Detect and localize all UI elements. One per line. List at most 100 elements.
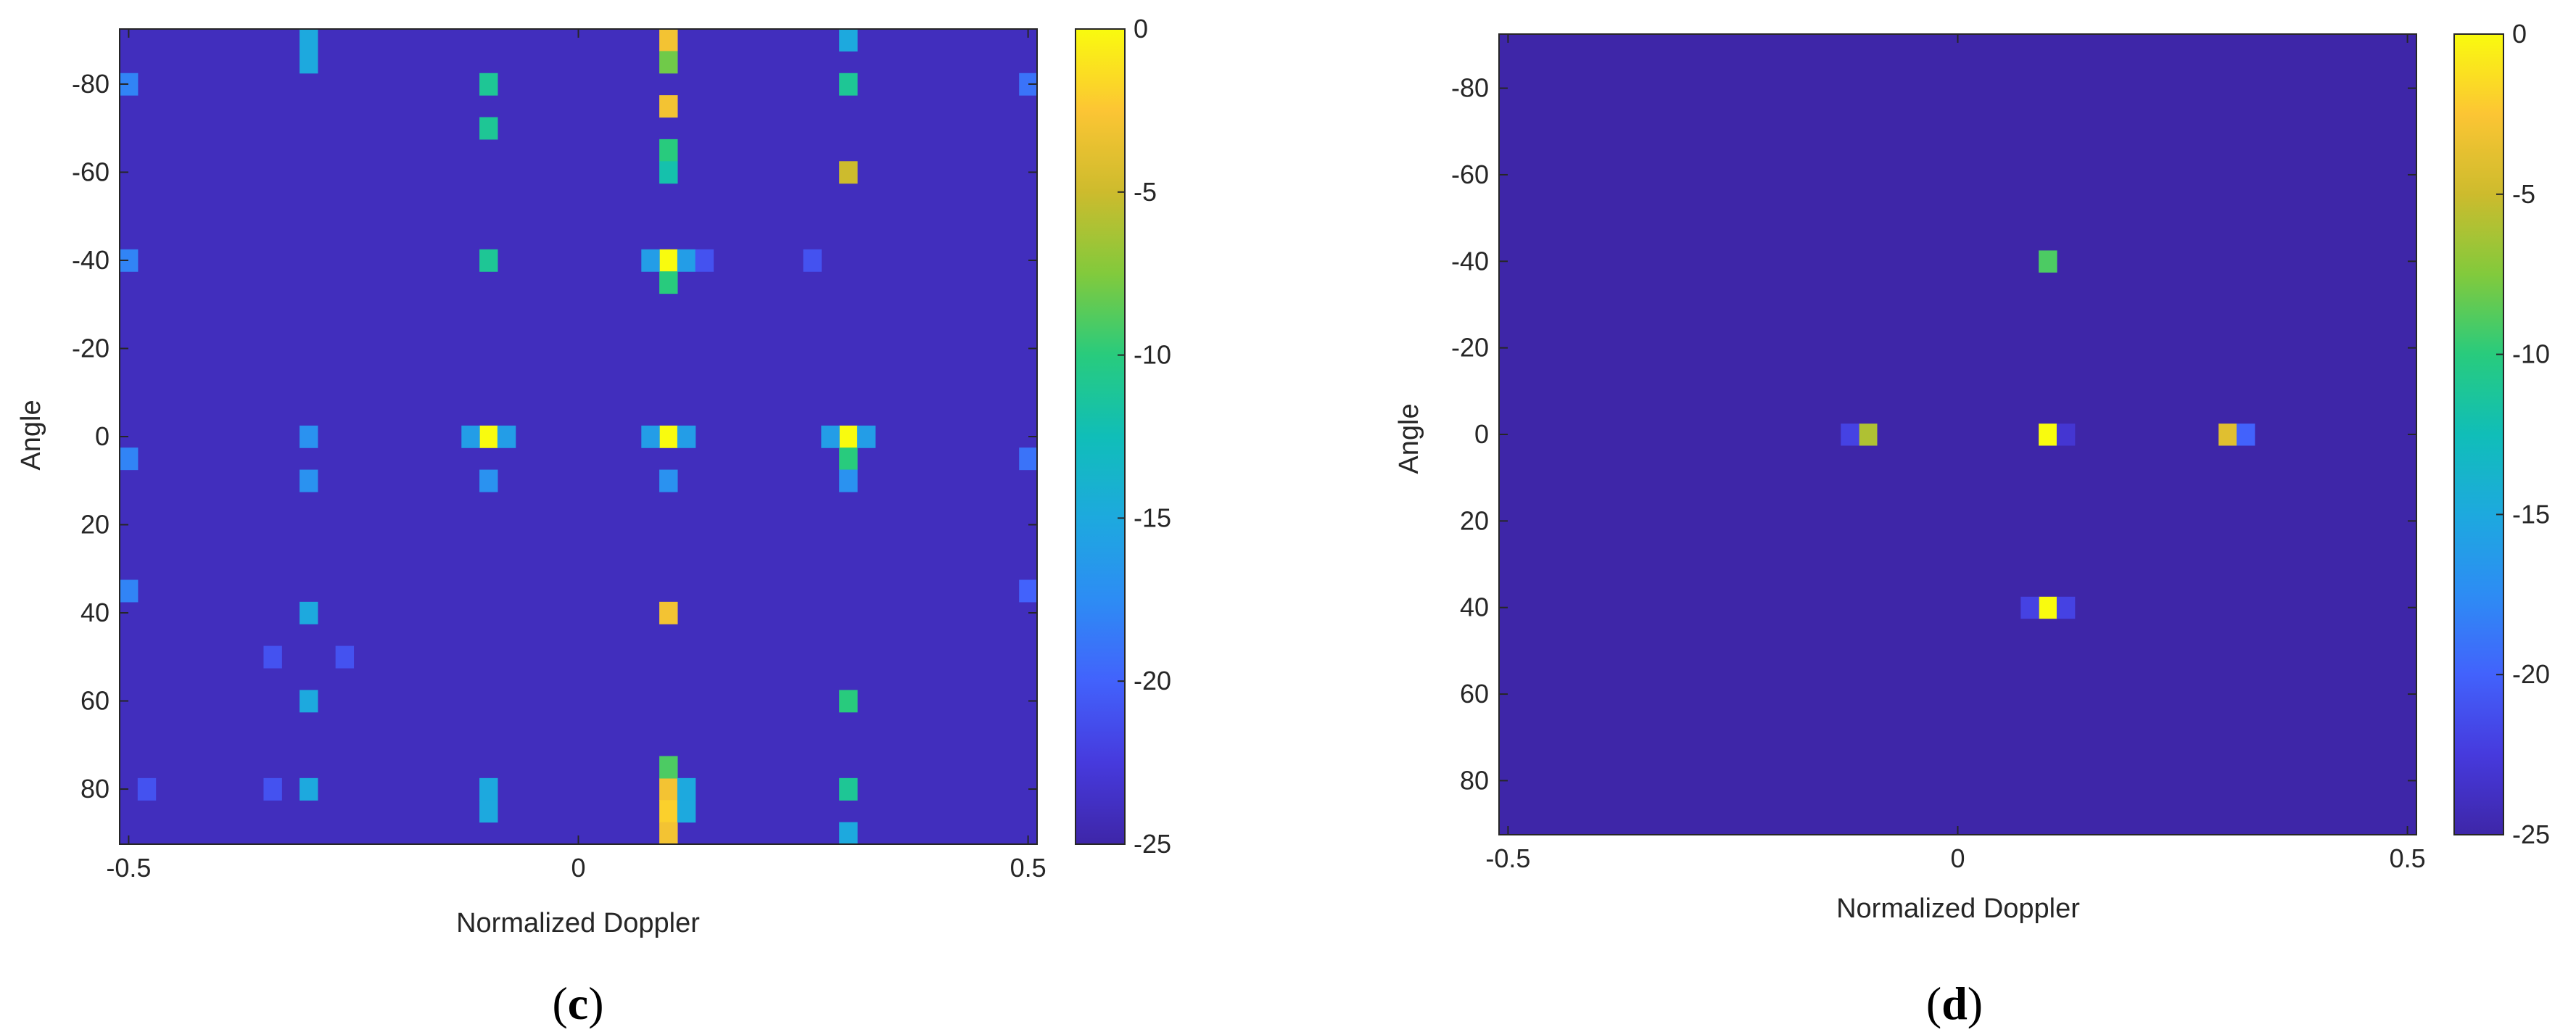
heatmap-cell [300, 51, 318, 74]
heatmap-cell [659, 756, 678, 779]
y-tick-label: 80 [80, 774, 110, 804]
heatmap-cell [677, 777, 696, 801]
colorbar-tick-label: -20 [2512, 659, 2550, 689]
heatmap-cell [300, 777, 318, 801]
colorbar-tick-label: -5 [1134, 177, 1157, 207]
heatmap-cell [479, 117, 498, 140]
heatmap-cell [300, 601, 318, 624]
heatmap-cell [839, 690, 858, 713]
colorbar-tick-label: -5 [2512, 179, 2535, 209]
heatmap-cell [856, 425, 876, 448]
heatmap-cell [659, 249, 678, 272]
heatmap-background [1499, 34, 2416, 835]
y-tick-label: -60 [72, 157, 110, 186]
heatmap-cell [479, 425, 498, 448]
y-tick-label: -40 [1451, 246, 1489, 276]
heatmap-d-cells [1499, 34, 2416, 835]
y-tick-label: -60 [1451, 160, 1489, 189]
heatmap-cell [659, 425, 678, 448]
y-tick-label: 60 [80, 686, 110, 716]
heatmap-panel-d: -0.5 0 0.5 -80 -60 -40 -20 0 20 40 60 80 Normalized… [1394, 19, 2550, 1029]
colorbar-gradient [1075, 28, 1126, 845]
axes-d: -0.5 0 0.5 -80 -60 -40 -20 0 20 40 60 80 [1451, 34, 2426, 873]
heatmap-cell [659, 777, 678, 801]
heatmap-cell [677, 249, 696, 272]
x-tick-label: 0 [571, 853, 585, 883]
y-tick-label: 0 [95, 421, 110, 451]
heatmap-cell [1859, 424, 1878, 446]
y-tick-label: 40 [1460, 593, 1489, 622]
heatmap-cell [803, 249, 822, 272]
heatmap-background [120, 29, 1037, 844]
heatmap-cell [839, 29, 858, 51]
x-tick-label: 0 [1950, 843, 1965, 873]
y-tick-label: 0 [1474, 419, 1489, 449]
y-tick-label: 40 [80, 598, 110, 627]
heatmap-cell [479, 777, 498, 801]
heatmap-cell [2218, 424, 2237, 446]
heatmap-cell [659, 51, 678, 74]
y-tick-label: -80 [72, 69, 110, 99]
heatmap-cell [839, 777, 858, 801]
heatmap-cell [839, 469, 858, 492]
colorbar-d: 0 -5 -10 -15 -20 -25 [2453, 19, 2550, 849]
colorbar-tick-label: -25 [2512, 820, 2550, 849]
heatmap-cell [479, 800, 498, 823]
heatmap-cell [695, 249, 714, 272]
x-tick-label: 0.5 [1010, 853, 1046, 883]
heatmap-cell [659, 822, 678, 845]
heatmap-cell [263, 777, 282, 801]
heatmap-cell [659, 139, 678, 162]
colorbar-tick-label: -15 [1134, 503, 1171, 532]
y-tick-label: 60 [1460, 679, 1489, 709]
heatmap-cell [677, 425, 696, 448]
colorbar-tick-label: -10 [1134, 340, 1171, 370]
heatmap-cell [263, 645, 282, 669]
heatmap-cell [839, 822, 858, 845]
heatmap-cell [300, 469, 318, 492]
x-axis-label-c: Normalized Doppler [456, 908, 700, 938]
heatmap-cell [839, 447, 858, 471]
heatmap-cell [641, 249, 660, 272]
heatmap-cell [659, 29, 678, 51]
heatmap-cell [659, 95, 678, 118]
x-tick-label: -0.5 [1485, 843, 1530, 873]
heatmap-cell [120, 447, 139, 471]
heatmap-cell [659, 271, 678, 294]
y-axis-label-d: Angle [1394, 403, 1424, 474]
colorbar-tick-label: 0 [2512, 19, 2527, 49]
y-tick-label: 20 [80, 510, 110, 540]
colorbar-gradient [2453, 33, 2504, 835]
colorbar-c: 0 -5 -10 -15 -20 -25 [1075, 14, 1171, 859]
heatmap-panel-c: -0.5 0 0.5 -80 -60 -40 -20 0 20 40 60 80 Normalized… [16, 14, 1171, 1029]
colorbar-tick-label: -15 [2512, 499, 2550, 529]
y-axis-label-c: Angle [16, 400, 46, 470]
heatmap-cell [2039, 596, 2057, 619]
y-tick-label: -40 [72, 245, 110, 275]
heatmap-cell [461, 425, 480, 448]
heatmap-cell [659, 469, 678, 492]
heatmap-cell [335, 645, 355, 669]
heatmap-cell [479, 469, 498, 492]
heatmap-cell [659, 161, 678, 184]
x-tick-label: 0.5 [2390, 843, 2426, 873]
colorbar-tick-label: -10 [2512, 339, 2550, 369]
heatmap-cell [1019, 447, 1038, 471]
x-axis-label-d: Normalized Doppler [1836, 893, 2080, 924]
panel-caption-d: (d) [1926, 978, 1983, 1029]
heatmap-cell [659, 800, 678, 823]
y-tick-label: -20 [1451, 333, 1489, 363]
heatmap-cell [2236, 424, 2255, 446]
heatmap-cell [821, 425, 840, 448]
heatmap-cell [839, 425, 858, 448]
heatmap-cell [2020, 596, 2039, 619]
heatmap-cell [120, 579, 139, 603]
y-tick-label: -80 [1451, 73, 1489, 103]
heatmap-cell [1019, 579, 1038, 603]
heatmap-cell [300, 690, 318, 713]
heatmap-cell [2039, 424, 2057, 446]
heatmap-cell [2056, 596, 2076, 619]
y-tick-label: 80 [1460, 765, 1489, 795]
heatmap-cell [497, 425, 516, 448]
